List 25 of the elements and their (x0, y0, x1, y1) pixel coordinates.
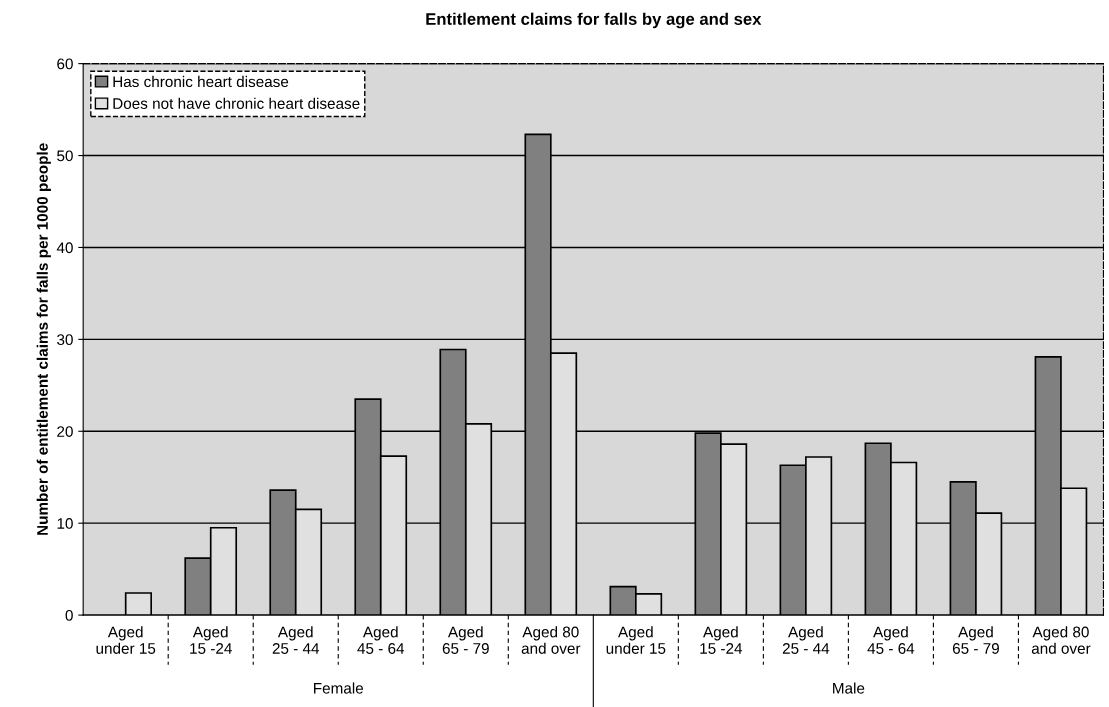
text: Male (833, 682, 865, 694)
x-tick-label: Aged 65 - 79 (442, 626, 489, 654)
x-tick-label: Aged 45 - 64 (867, 626, 915, 654)
y-tick-label: 60 (57, 58, 73, 70)
x-tick-label: Aged under 15 (96, 626, 156, 654)
y-tick-label: 50 (57, 150, 73, 162)
x-tick-label: Aged 80 and over (1031, 626, 1091, 654)
x-tick-label: Aged 25 - 44 (272, 626, 320, 654)
y-axis-title: Number of entitlement claims for falls per 1000 people (36, 143, 51, 535)
y-tick-label: 0 (65, 609, 73, 621)
x-tick-label: Aged 65 - 79 (952, 626, 999, 654)
x-tick-label: Aged 25 - 44 (782, 626, 830, 654)
x-tick-label: Aged 15 -24 (700, 626, 743, 654)
text: Female (314, 682, 364, 694)
x-tick-label: Aged under 15 (606, 626, 666, 654)
y-tick-label: 20 (57, 426, 73, 437)
x-tick-label: Aged 15 -24 (190, 626, 232, 654)
legend-label: Has chronic heart disease (113, 75, 289, 88)
y-tick-label: 40 (56, 242, 73, 254)
legend-label: Does not have chronic heart disease (113, 97, 360, 109)
x-tick-label: Aged 80 and over (521, 626, 581, 654)
x-tick-label: Aged 45 - 64 (357, 626, 405, 654)
chart-title: Entitlement claims for falls by age and sex (426, 12, 762, 29)
y-tick-label: 10 (57, 518, 73, 529)
y-tick-label: 30 (57, 334, 73, 346)
